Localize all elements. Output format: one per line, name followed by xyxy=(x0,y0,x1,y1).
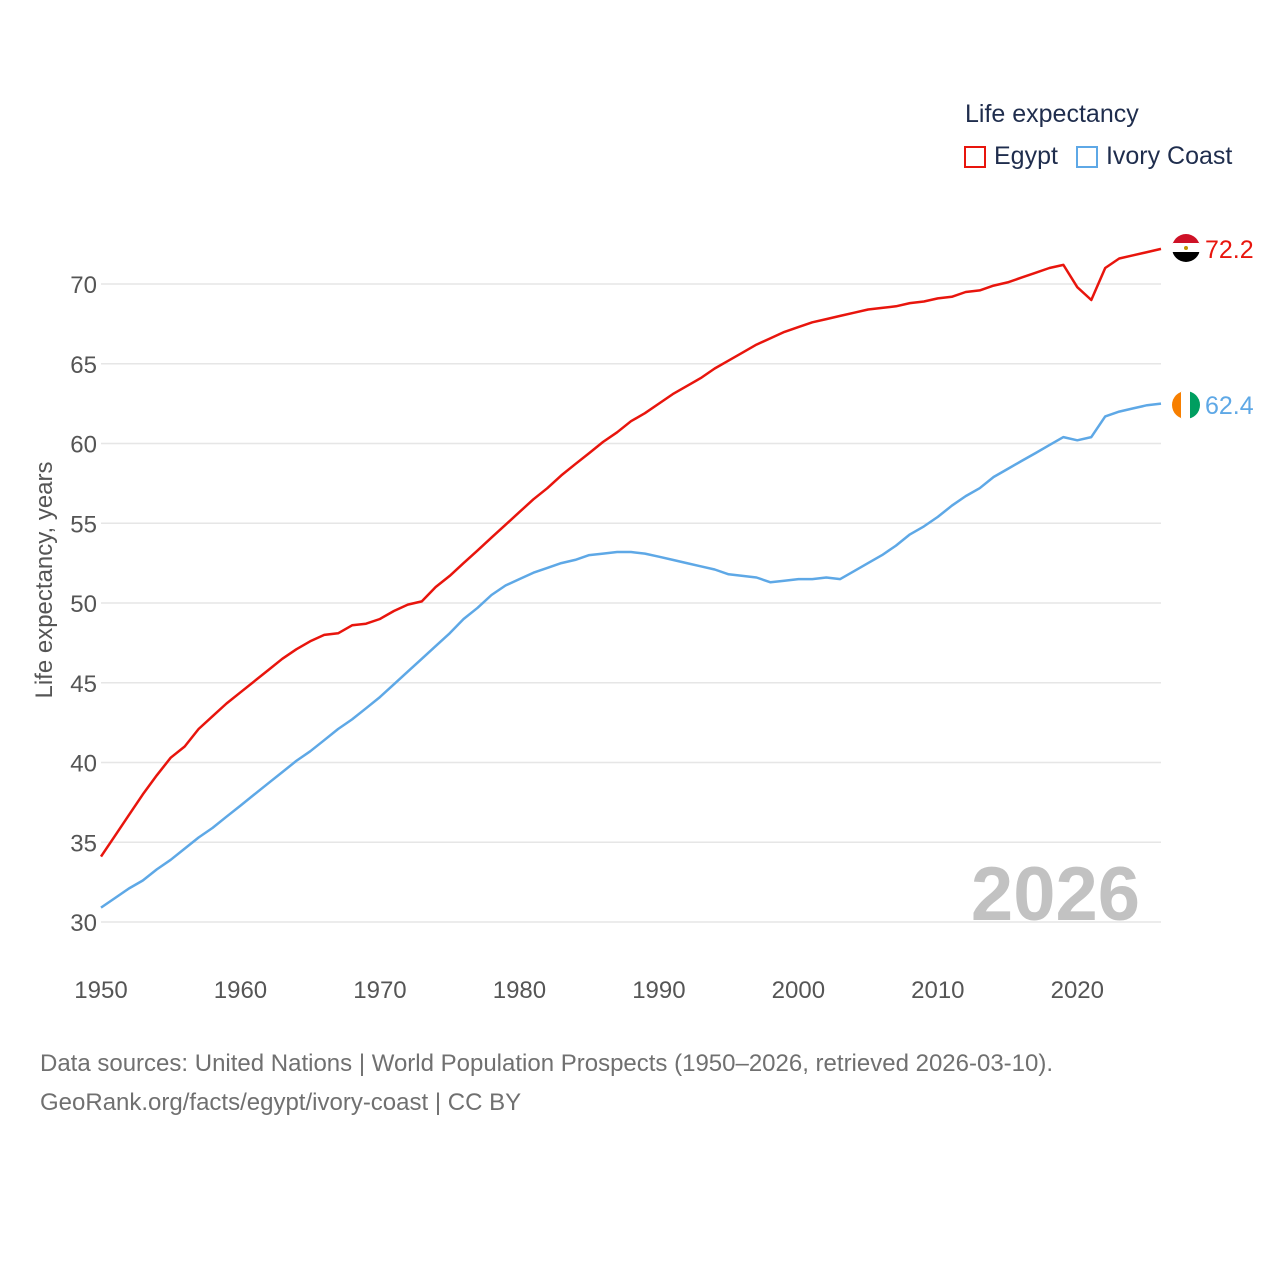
y-axis: 30 35 40 45 50 55 60 65 70 xyxy=(70,272,97,937)
end-label-egypt: 72.2 xyxy=(1205,236,1254,264)
grid xyxy=(101,283,1161,923)
legend-item-egypt[interactable]: Egypt xyxy=(964,142,1058,171)
x-tick-label-1960: 1960 xyxy=(214,977,267,1004)
legend: Egypt Ivory Coast xyxy=(964,142,1250,171)
end-labels: 72.2 62.4 xyxy=(1205,236,1254,420)
y-tick-label-50: 50 xyxy=(70,591,97,618)
legend-title: Life expectancy xyxy=(965,100,1139,128)
legend-item-ivory-coast[interactable]: Ivory Coast xyxy=(1075,142,1233,171)
end-label-ivory-coast: 62.4 xyxy=(1205,392,1254,420)
x-tick-label-2000: 2000 xyxy=(772,977,825,1004)
egypt-flag-icon xyxy=(1172,234,1200,262)
legend-swatch-egypt xyxy=(964,145,986,168)
data-source-text: Data sources: United Nations | World Pop… xyxy=(40,1050,1054,1077)
x-tick-label-2010: 2010 xyxy=(911,977,964,1004)
legend-swatch-ivory-coast xyxy=(1075,145,1098,168)
x-tick-label-1970: 1970 xyxy=(353,977,406,1004)
y-tick-label-70: 70 xyxy=(70,272,97,299)
series-line-egypt xyxy=(99,247,1162,858)
y-tick-label-55: 55 xyxy=(70,511,97,538)
x-tick-label-1990: 1990 xyxy=(632,977,685,1004)
y-tick-label-30: 30 xyxy=(70,910,97,937)
year-watermark: 2026 xyxy=(971,852,1140,937)
legend-label-ivory-coast: Ivory Coast xyxy=(1105,142,1233,170)
line-chart: 30 35 40 45 50 55 60 65 70 1950 1960 1970 1980 1990 2… xyxy=(31,234,1254,1004)
ivory-coast-flag-icon xyxy=(1172,391,1200,419)
y-tick-label-65: 65 xyxy=(70,352,97,379)
y-tick-label-60: 60 xyxy=(70,432,97,459)
x-tick-label-2020: 2020 xyxy=(1051,977,1104,1004)
footer: Data sources: United Nations | World Pop… xyxy=(40,1044,1053,1122)
y-axis-label: Life expectancy, years xyxy=(31,461,58,698)
attribution-link[interactable]: GeoRank.org/facts/egypt/ivory-coast | CC… xyxy=(40,1089,522,1116)
y-tick-label-35: 35 xyxy=(70,830,97,857)
series-line-ivory-coast xyxy=(100,402,1162,909)
y-tick-label-45: 45 xyxy=(70,671,97,698)
y-tick-label-40: 40 xyxy=(70,751,97,778)
x-tick-label-1950: 1950 xyxy=(74,977,127,1004)
x-tick-label-1980: 1980 xyxy=(493,977,546,1004)
legend-label-egypt: Egypt xyxy=(994,142,1058,170)
series xyxy=(99,247,1162,909)
x-axis: 1950 1960 1970 1980 1990 2000 2010 2020 xyxy=(74,977,1104,1004)
